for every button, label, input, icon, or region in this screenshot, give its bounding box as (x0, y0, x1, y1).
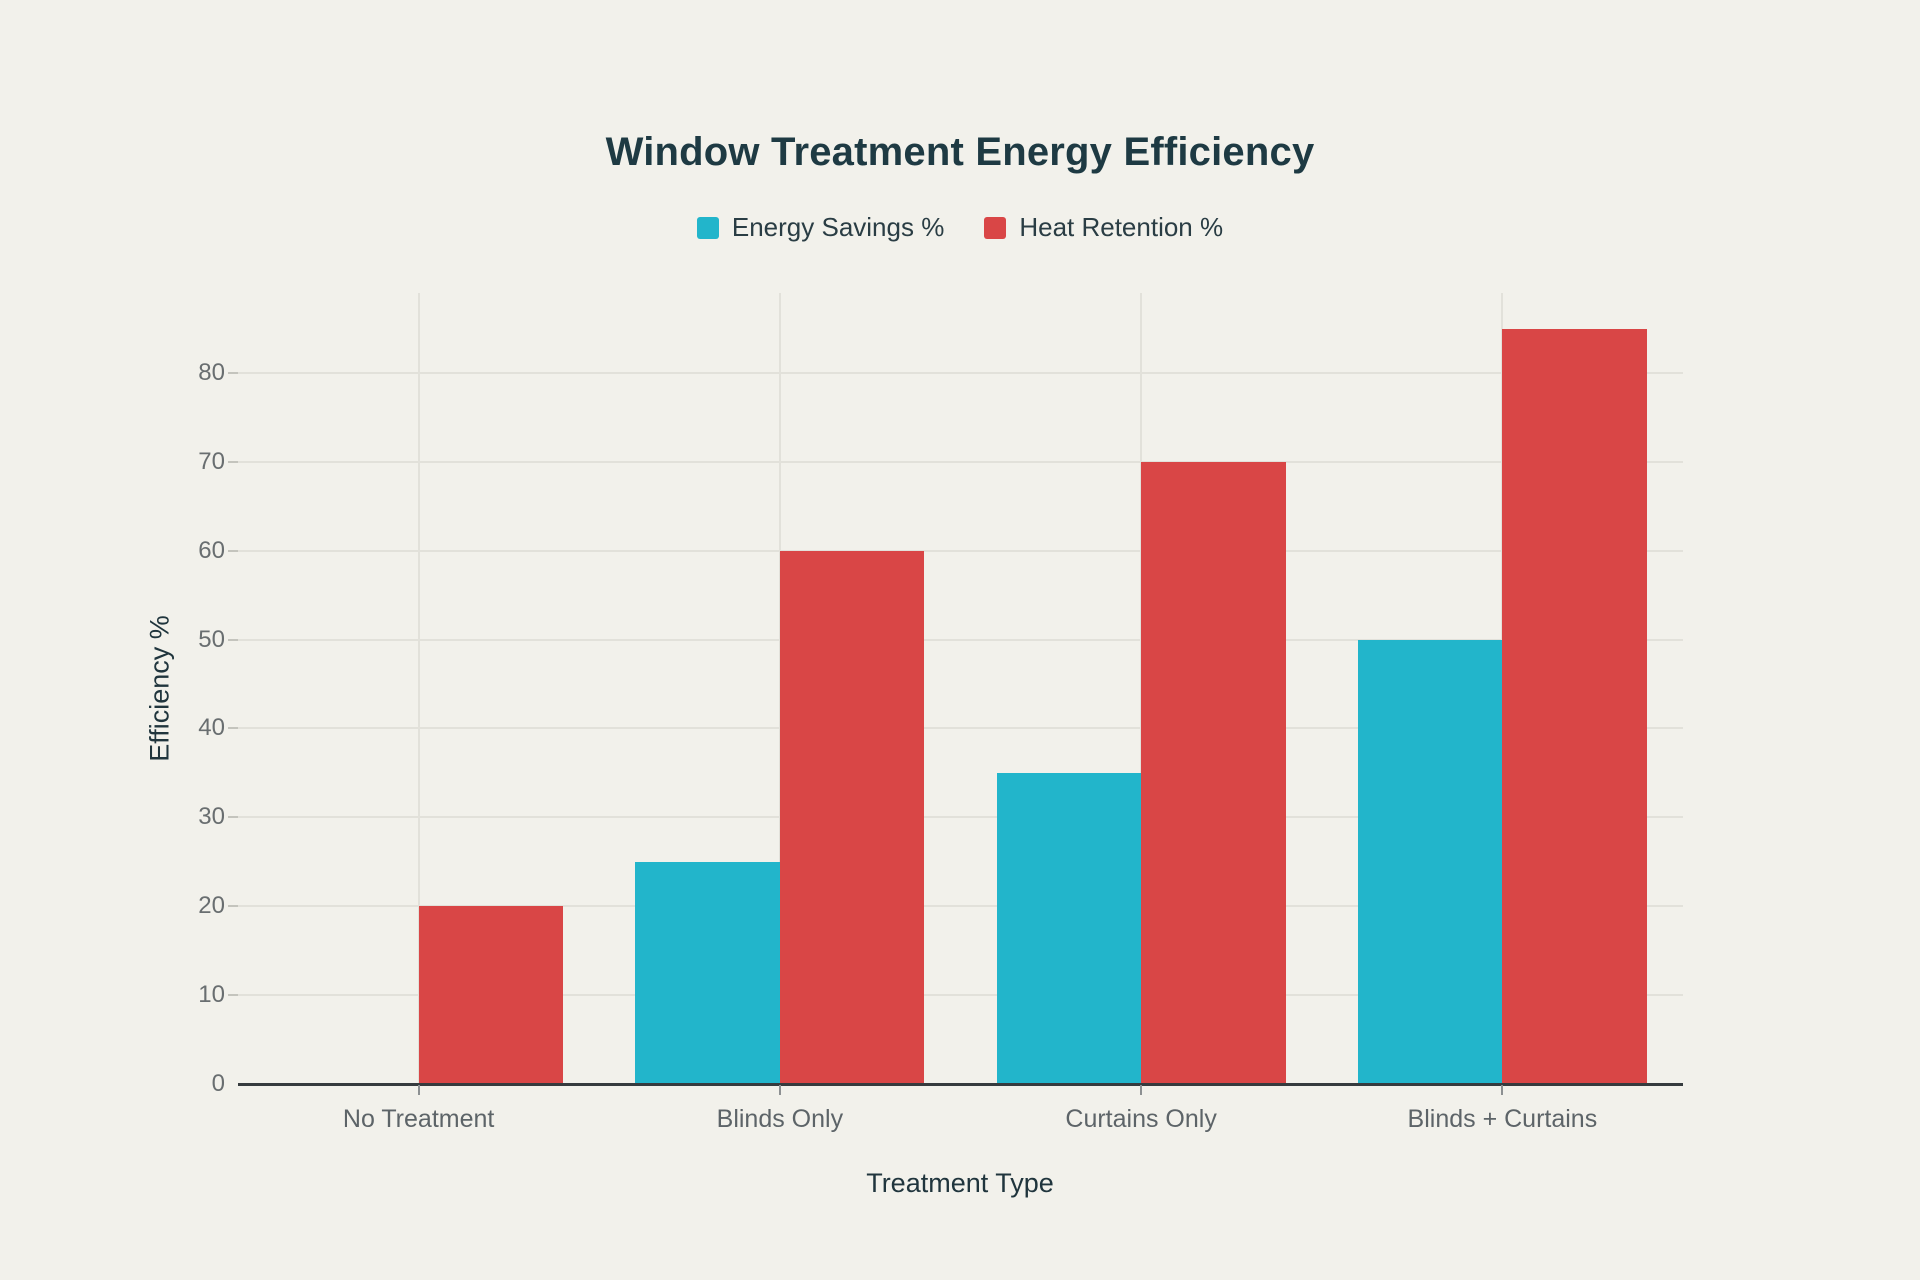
y-tick-label: 0 (211, 1070, 225, 1097)
x-tick-mark (1140, 1085, 1143, 1095)
gridline-horizontal (238, 816, 1683, 819)
y-tick-mark (228, 727, 238, 730)
x-axis-line (238, 1083, 1683, 1086)
bar (1141, 461, 1286, 1084)
y-tick-mark (228, 816, 238, 819)
legend-swatch-icon (696, 216, 719, 239)
legend-item[interactable]: Heat Retention % (984, 212, 1223, 243)
legend: Energy Savings % Heat Retention % (0, 212, 1920, 243)
y-tick-mark (228, 371, 238, 374)
legend-label: Energy Savings % (731, 212, 945, 242)
chart-title: Window Treatment Energy Efficiency (605, 130, 1315, 174)
bar (1357, 639, 1503, 1084)
x-axis-title: Treatment Type (866, 1168, 1054, 1198)
x-category-label: Blinds + Curtains (1407, 1105, 1598, 1133)
bar (1502, 328, 1647, 1084)
x-tick-mark (1501, 1085, 1504, 1095)
y-tick-mark (228, 994, 238, 997)
y-tick-label: 80 (198, 358, 225, 386)
y-tick-mark (228, 549, 238, 552)
y-tick-label: 50 (198, 625, 225, 653)
bar (635, 861, 780, 1084)
x-category-label: Blinds Only (716, 1105, 844, 1133)
y-tick-mark (228, 905, 238, 908)
gridline-horizontal (238, 905, 1683, 908)
y-tick-label: 40 (198, 714, 225, 742)
y-tick-label: 20 (198, 892, 225, 920)
legend-item[interactable]: Energy Savings % (696, 212, 945, 243)
x-tick-mark (778, 1085, 781, 1095)
x-tick-mark (417, 1085, 420, 1095)
legend-label: Heat Retention % (1019, 212, 1224, 242)
gridline-horizontal (238, 727, 1683, 730)
gridline-horizontal (238, 638, 1683, 641)
gridline-vertical (417, 293, 420, 1084)
y-axis-title: Efficiency % (144, 615, 175, 762)
bar (996, 772, 1142, 1084)
y-tick-label: 10 (198, 981, 225, 1009)
x-category-label: Curtains Only (1065, 1105, 1217, 1133)
plot-area: 0 10 20 30 40 50 60 70 80 No Treatment Blinds Only… (198, 293, 1683, 1133)
legend-swatch-icon (984, 216, 1007, 239)
bar (418, 906, 564, 1084)
y-tick-label: 60 (198, 536, 225, 564)
bar (779, 550, 925, 1084)
gridline-horizontal (238, 549, 1683, 552)
gridline-horizontal (238, 994, 1683, 997)
gridline-horizontal (238, 460, 1683, 463)
y-tick-mark (228, 460, 238, 463)
y-tick-mark (228, 638, 238, 641)
gridline-horizontal (238, 371, 1683, 374)
y-tick-label: 30 (198, 803, 225, 831)
x-category-label: No Treatment (342, 1105, 495, 1133)
y-tick-label: 70 (198, 447, 225, 475)
